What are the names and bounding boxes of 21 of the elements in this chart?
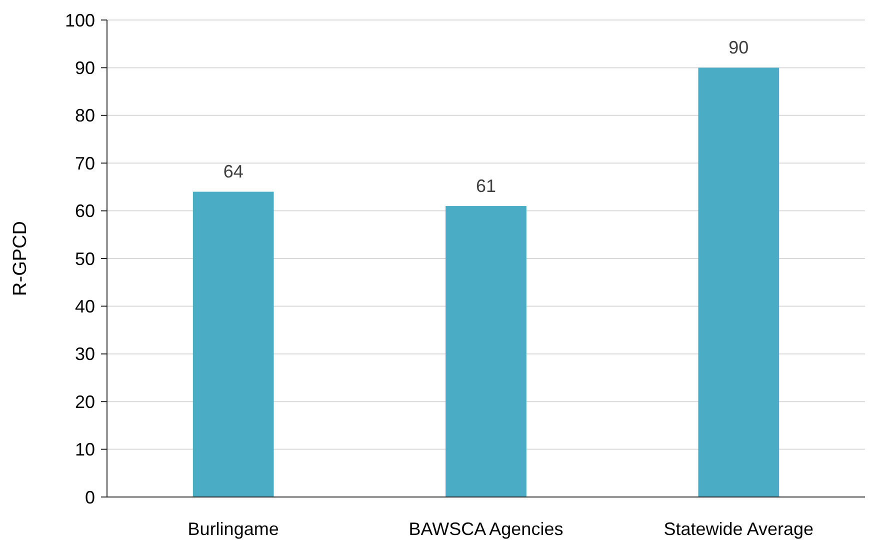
y-tick-label: 50 <box>74 248 95 269</box>
y-tick-label: 10 <box>74 440 95 460</box>
x-tick-label: Statewide Average <box>664 519 814 539</box>
y-tick-label: 40 <box>74 296 95 316</box>
bar <box>698 68 780 497</box>
y-tick-label: 60 <box>74 201 95 222</box>
y-tick-label: 70 <box>74 153 95 174</box>
data-label: 90 <box>728 38 749 58</box>
data-label: 61 <box>476 176 496 196</box>
y-tick-label: 30 <box>74 344 95 364</box>
y-tick-label: 0 <box>84 487 95 508</box>
y-tick-label: 90 <box>74 58 95 78</box>
x-tick-label: Burlingame <box>188 519 279 539</box>
y-axis-title: R-GPCD <box>10 221 31 296</box>
y-tick-label: 100 <box>64 10 95 30</box>
bar <box>446 206 526 497</box>
bar <box>192 192 274 497</box>
x-tick-label: BAWSCA Agencies <box>408 519 564 539</box>
data-label: 64 <box>223 162 244 182</box>
y-tick-label: 80 <box>74 106 95 126</box>
y-tick-label: 20 <box>74 392 95 412</box>
